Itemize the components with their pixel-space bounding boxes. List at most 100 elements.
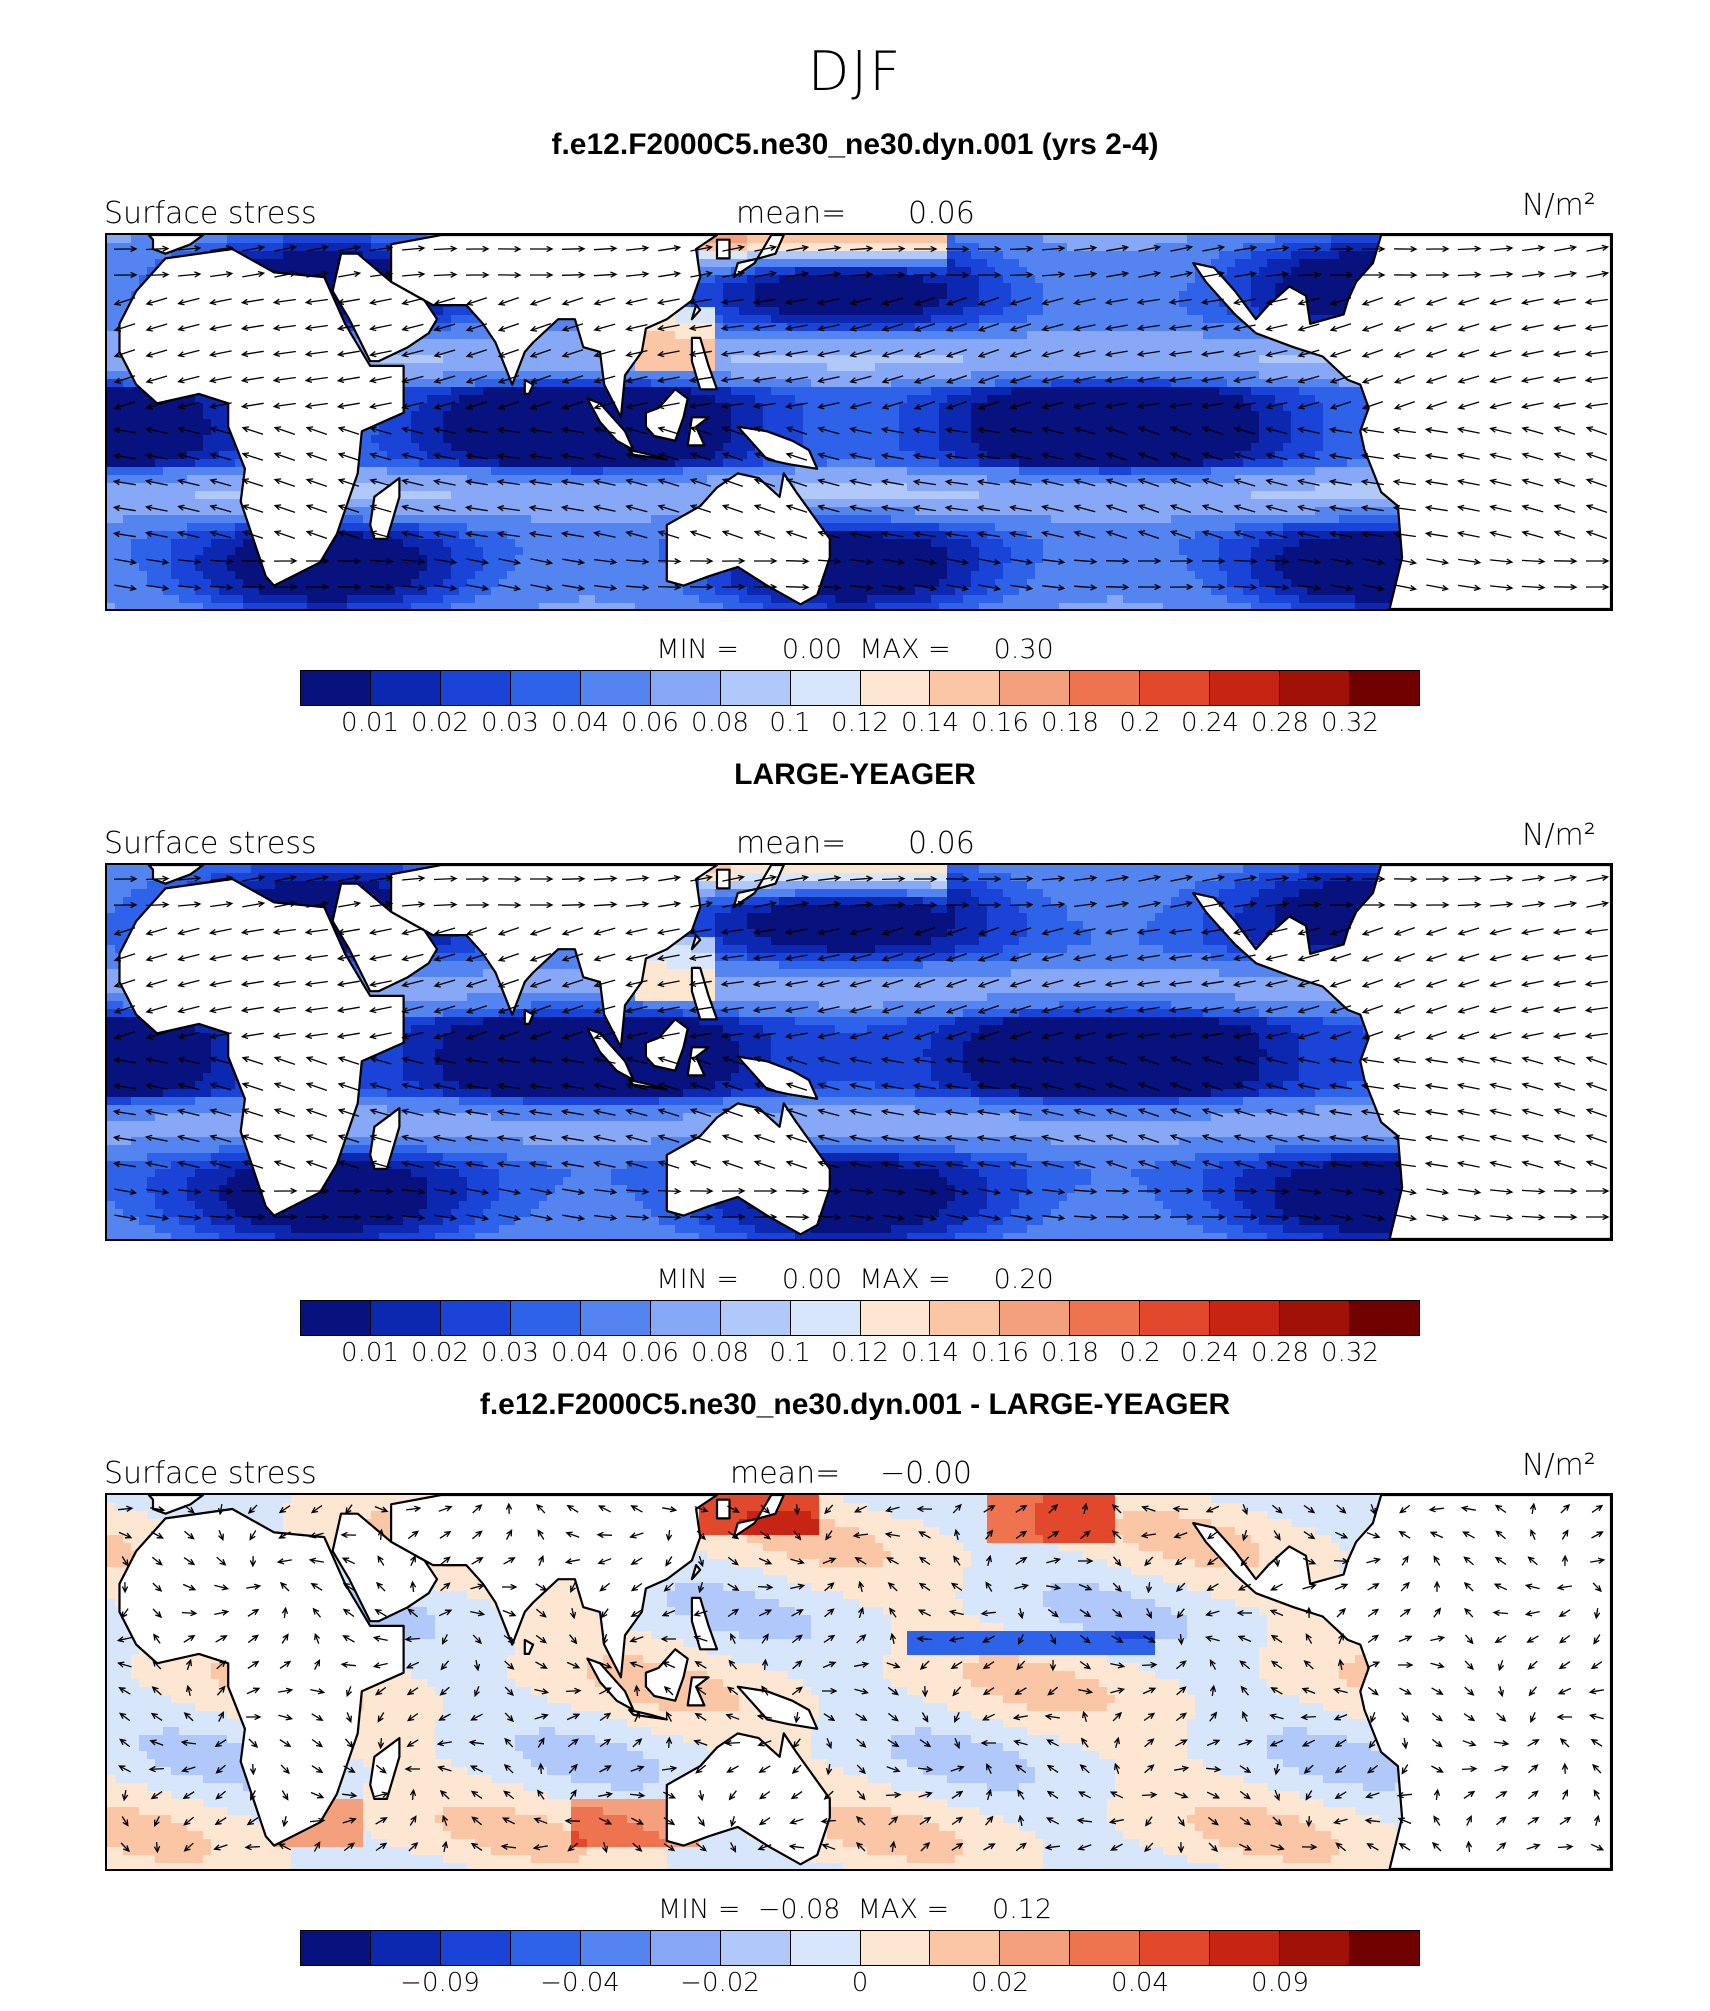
colorbar-tick-label: 0.16 [971,1338,1029,1368]
colorbar-swatch [1350,1931,1419,1965]
continents [118,1495,1611,1869]
panel-1-max-value: 0.30 [994,634,1054,665]
colorbar-swatch [1140,1301,1211,1335]
colorbar-swatch [510,1301,581,1335]
colorbar-tick-label: 0.02 [411,708,469,738]
panel-1-max-label: MAX = [859,634,950,665]
colorbar-tick-label: 0.06 [621,1338,679,1368]
panel-1-units: N/m² [1522,188,1596,223]
colorbar-swatch [790,1931,861,1965]
panel-2-units: N/m² [1522,818,1596,853]
colorbar-swatch [650,671,721,705]
colorbar-tick-label: 0.04 [1111,1968,1169,1998]
panel-3-mean-value: −0.00 [880,1456,972,1491]
colorbar-swatch [790,1301,861,1335]
colorbar-swatch [1280,1931,1351,1965]
colorbar-swatch [510,671,581,705]
colorbar-swatch [650,1301,721,1335]
colorbar-tick-label: 0.08 [691,1338,749,1368]
colorbar-swatch [301,671,371,705]
colorbar-tick-label: 0.28 [1251,1338,1309,1368]
colorbar-tick-label: 0.18 [1041,708,1099,738]
colorbar-tick-label: 0.28 [1251,708,1309,738]
panel-3-min-value: −0.08 [758,1894,841,1925]
panel-1-min-value: 0.00 [782,634,842,665]
colorbar-swatch [1070,1931,1141,1965]
colorbar-tick-label: 0.01 [341,1338,399,1368]
stress-vectors [116,1502,1606,1854]
colorbar-swatch [1350,1301,1419,1335]
panel-2-max-label: MAX = [859,1264,950,1295]
season-title: DJF [0,40,1710,103]
colorbar-tick-label: −0.09 [400,1968,480,1998]
colorbar-swatch [580,671,651,705]
colorbar-tick-label: 0.24 [1181,708,1239,738]
panel-2-title: LARGE-YEAGER [0,758,1710,792]
colorbar-swatch [1210,671,1281,705]
colorbar-tick-label: 0.14 [901,708,959,738]
colorbar-tick-label: 0.2 [1119,1338,1160,1368]
panel-1-colorbar-ticks: 0.01 0.02 0.03 0.04 0.06 0.08 0.1 0.12 0.14 0.16 0… [300,708,1420,742]
colorbar-swatch [720,1931,791,1965]
colorbar-tick-label: 0.03 [481,1338,539,1368]
colorbar-swatch [580,1301,651,1335]
colorbar-tick-label: 0.1 [769,708,810,738]
panel-1-title: f.e12.F2000C5.ne30_ne30.dyn.001 (yrs 2-4… [0,128,1710,162]
colorbar-tick-label: −0.04 [540,1968,620,1998]
panel-2-min-label: MIN = [656,1264,739,1295]
colorbar-swatch [860,671,931,705]
colorbar-swatch [1210,1301,1281,1335]
panel-1-map [105,233,1613,611]
colorbar-swatch [370,671,441,705]
colorbar-swatch [510,1931,581,1965]
colorbar-swatch [1000,1931,1071,1965]
colorbar-tick-label: 0.02 [411,1338,469,1368]
colorbar-tick-label: 0.32 [1321,708,1379,738]
panel-2-mean-label: mean= [736,826,846,861]
panel-2-mean-value: 0.06 [908,826,975,861]
colorbar-tick-label: 0.24 [1181,1338,1239,1368]
panel-1-min-label: MIN = [656,634,739,665]
colorbar-swatch [580,1931,651,1965]
panel-1-minmax: MIN = 0.00 MAX = 0.30 [0,634,1710,665]
colorbar-swatch [1140,671,1211,705]
colorbar-swatch [440,1301,511,1335]
colorbar-tick-label: 0.06 [621,708,679,738]
colorbar-swatch [1210,1931,1281,1965]
colorbar-tick-label: 0.04 [551,708,609,738]
panel-3-colorbar [300,1930,1420,1966]
colorbar-tick-label: 0.12 [831,1338,889,1368]
colorbar-swatch [860,1301,931,1335]
panel-2-max-value: 0.20 [994,1264,1054,1295]
colorbar-swatch [1000,1301,1071,1335]
stress-vectors [112,874,1610,1222]
colorbar-swatch [720,1301,791,1335]
colorbar-swatch [370,1301,441,1335]
panel-3-min-label: MIN = [658,1894,741,1925]
colorbar-swatch [650,1931,721,1965]
panel-1-mean-value: 0.06 [908,196,975,231]
colorbar-swatch [301,1931,371,1965]
panel-3-map [105,1493,1613,1871]
panel-1-variable-label: Surface stress [104,196,317,231]
colorbar-swatch [440,1931,511,1965]
panel-1-colorbar [300,670,1420,706]
colorbar-swatch [720,671,791,705]
panel-2-colorbar-ticks: 0.01 0.02 0.03 0.04 0.06 0.08 0.1 0.12 0.14 0.16 0… [300,1338,1420,1372]
colorbar-tick-label: 0.09 [1251,1968,1309,1998]
colorbar-swatch [1280,1301,1351,1335]
panel-3-units: N/m² [1522,1448,1596,1483]
panel-2-variable-label: Surface stress [104,826,317,861]
panel-2-min-value: 0.00 [782,1264,842,1295]
colorbar-tick-label: 0.08 [691,708,749,738]
colorbar-tick-label: 0 [852,1968,869,1998]
panel-3-mean-label: mean= [730,1456,840,1491]
colorbar-swatch [930,1301,1001,1335]
colorbar-swatch [790,671,861,705]
colorbar-swatch [1280,671,1351,705]
colorbar-swatch [1070,671,1141,705]
colorbar-swatch [370,1931,441,1965]
stress-vectors [112,244,1610,592]
panel-3-variable-label: Surface stress [104,1456,317,1491]
colorbar-tick-label: 0.04 [551,1338,609,1368]
